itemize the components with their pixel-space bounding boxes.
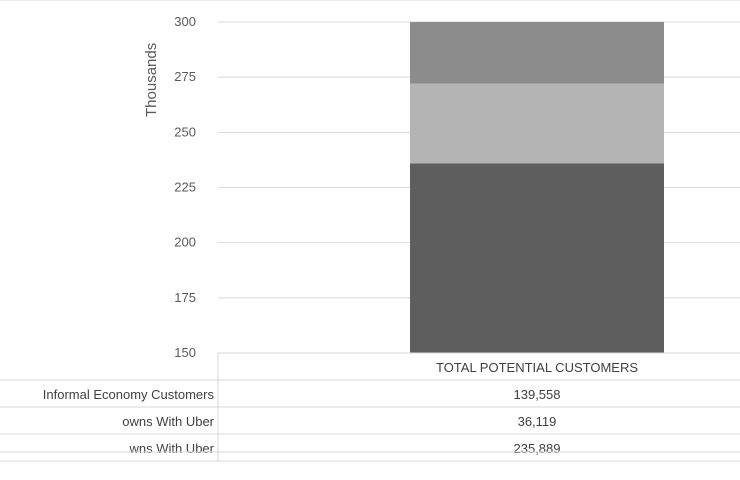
bars	[410, 22, 664, 353]
bar-segment	[410, 163, 664, 353]
legend-series-label: Informal Economy Customers	[43, 387, 215, 402]
legend-series-label: owns With Uber	[122, 414, 214, 429]
y-axis-ticks: 150 175 200 225 250 275 300	[174, 14, 196, 360]
data-value-label: 36,119	[518, 414, 557, 429]
data-value-label: 139,558	[514, 387, 561, 402]
y-tick-label: 300	[174, 14, 196, 29]
y-tick-label: 275	[174, 69, 196, 84]
data-table: TOTAL POTENTIAL CUSTOMERS Informal Econom…	[0, 352, 740, 462]
y-tick-label: 150	[174, 345, 196, 360]
legend-series-label: wns With Uber	[128, 441, 214, 456]
category-label: TOTAL POTENTIAL CUSTOMERS	[436, 360, 638, 375]
y-tick-label: 225	[174, 180, 196, 195]
y-axis-title: Thousands	[143, 43, 160, 117]
y-tick-label: 250	[174, 124, 196, 139]
bar-segment	[410, 22, 664, 84]
y-tick-label: 200	[174, 235, 196, 250]
y-tick-label: 175	[174, 290, 196, 305]
data-value-label: 235,889	[514, 441, 561, 456]
bar-segment	[410, 83, 664, 164]
